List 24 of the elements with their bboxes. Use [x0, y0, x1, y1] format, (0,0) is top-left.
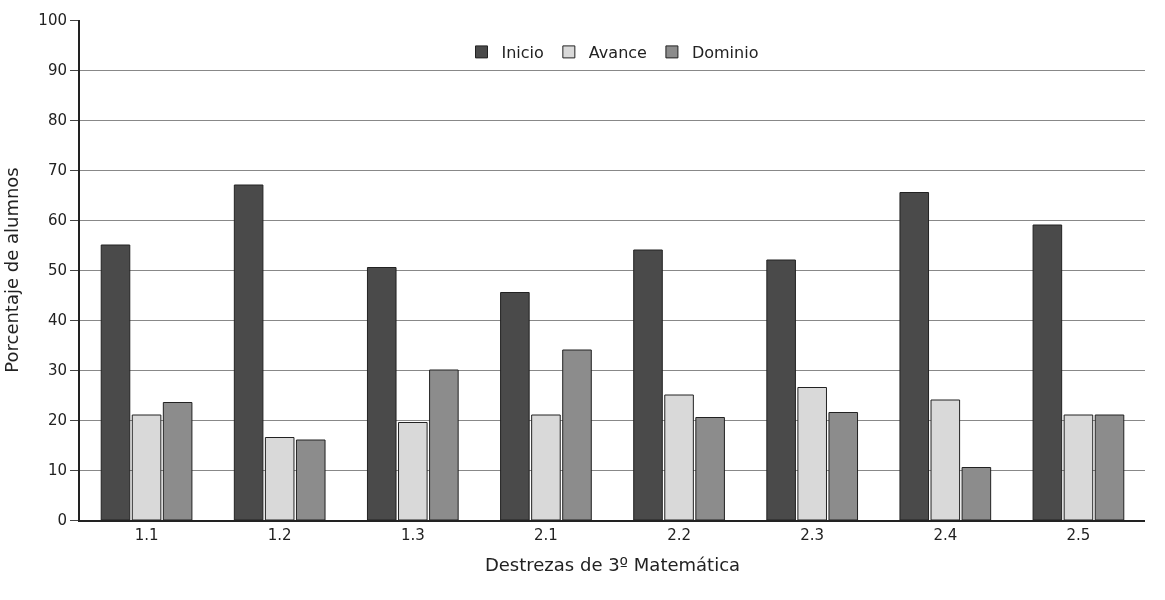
- x-tick-label: 1.1: [134, 526, 159, 544]
- legend-label: Avance: [588, 43, 647, 63]
- y-tick-label: 100: [38, 11, 67, 30]
- x-tick-label: 2.2: [667, 526, 691, 544]
- x-tick-label: 2.4: [933, 526, 958, 544]
- y-tick-label: 0: [57, 511, 67, 530]
- x-tick-label: 2.3: [800, 526, 825, 544]
- x-tick-label: 1.2: [267, 526, 292, 544]
- y-tick-label: 80: [47, 111, 67, 130]
- x-axis-title: Destrezas de 3º Matemática: [484, 553, 741, 575]
- y-tick-label: 90: [47, 61, 67, 80]
- x-tick-label: 1.3: [400, 526, 425, 544]
- x-tick-label: 2.1: [534, 526, 558, 544]
- y-tick-label: 40: [47, 311, 67, 330]
- y-tick-label: 60: [47, 211, 67, 230]
- y-axis-title: Porcentaje de alumnos: [1, 167, 23, 373]
- y-tick-label: 30: [47, 361, 67, 380]
- x-tick-label: 2.5: [1066, 526, 1091, 544]
- y-tick-label: 50: [47, 261, 67, 280]
- y-tick-label: 70: [47, 161, 67, 180]
- y-tick-label: 10: [47, 461, 67, 480]
- legend-label: Dominio: [691, 43, 759, 63]
- legend-label: Inicio: [501, 43, 544, 63]
- y-tick-label: 20: [47, 411, 67, 430]
